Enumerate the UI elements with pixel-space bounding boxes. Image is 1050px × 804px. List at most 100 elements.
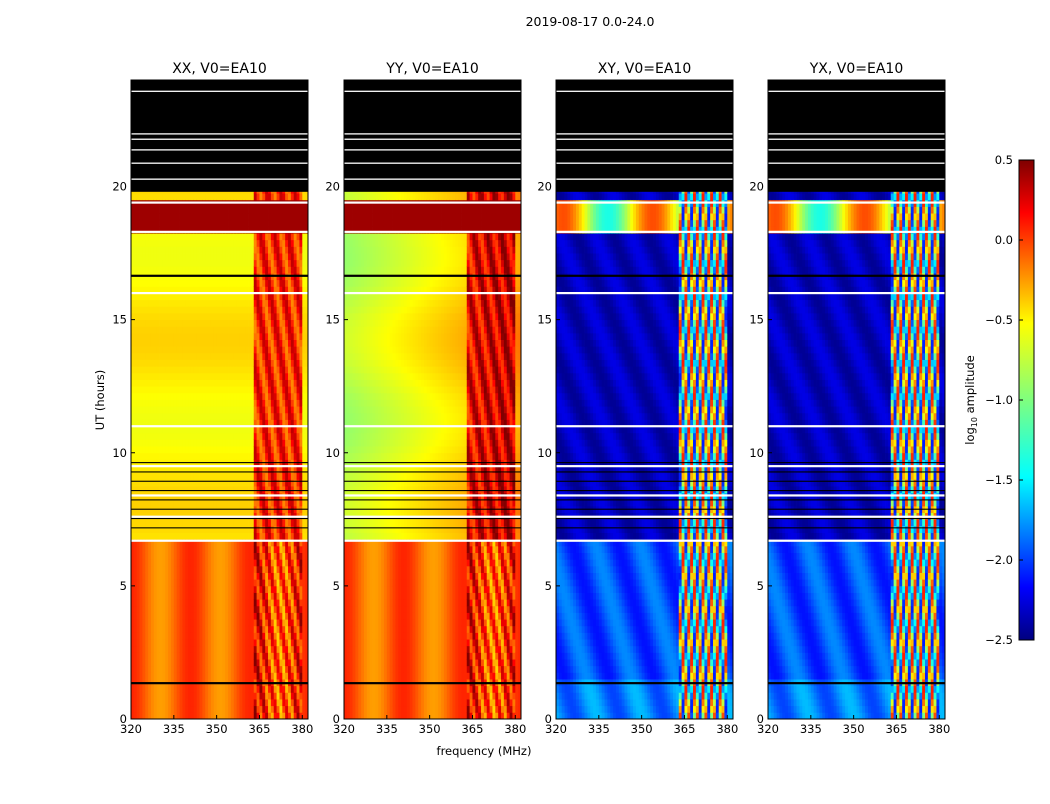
heatmap-cell bbox=[154, 566, 157, 573]
heatmap-cell bbox=[197, 233, 200, 240]
heatmap-cell bbox=[151, 366, 154, 373]
heatmap-cell bbox=[197, 666, 200, 673]
heatmap-cell bbox=[225, 280, 228, 287]
heatmap-cell bbox=[208, 393, 211, 400]
heatmap-cell bbox=[182, 626, 185, 633]
heatmap-cell bbox=[154, 266, 157, 273]
heatmap-cell bbox=[234, 686, 237, 693]
heatmap-cell bbox=[225, 360, 228, 367]
heatmap-cell bbox=[188, 240, 191, 247]
heatmap-cell bbox=[225, 486, 228, 493]
heatmap-cell bbox=[174, 353, 177, 360]
heatmap-cell bbox=[160, 393, 163, 400]
heatmap-cell bbox=[137, 706, 140, 713]
heatmap-cell bbox=[211, 486, 214, 493]
heatmap-cell bbox=[225, 433, 228, 440]
heatmap-cell bbox=[225, 593, 228, 600]
heatmap-cell bbox=[177, 346, 180, 353]
heatmap-cell bbox=[182, 266, 185, 273]
heatmap-cell bbox=[145, 526, 148, 533]
heatmap-cell bbox=[171, 246, 174, 253]
heatmap-cell bbox=[191, 206, 194, 213]
heatmap-cell bbox=[217, 246, 220, 253]
heatmap-cell bbox=[140, 639, 143, 646]
heatmap-cell bbox=[174, 366, 177, 373]
heatmap-cell bbox=[208, 639, 211, 646]
heatmap-cell bbox=[157, 686, 160, 693]
heatmap-cell bbox=[220, 220, 223, 227]
heatmap-cell bbox=[165, 240, 168, 247]
heatmap-cell bbox=[180, 446, 183, 453]
heatmap-cell bbox=[202, 433, 205, 440]
heatmap-cell bbox=[202, 573, 205, 580]
heatmap-cell bbox=[140, 632, 143, 639]
heatmap-cell bbox=[197, 346, 200, 353]
heatmap-cell bbox=[208, 240, 211, 247]
heatmap-cell bbox=[191, 566, 194, 573]
heatmap-cell bbox=[217, 666, 220, 673]
heatmap-cell bbox=[231, 619, 234, 626]
heatmap-cell bbox=[214, 246, 217, 253]
heatmap-cell bbox=[205, 652, 208, 659]
heatmap-cell bbox=[194, 666, 197, 673]
heatmap-cell bbox=[225, 579, 228, 586]
heatmap-cell bbox=[188, 306, 191, 313]
heatmap-cell bbox=[185, 240, 188, 247]
heatmap-cell bbox=[211, 573, 214, 580]
heatmap-cell bbox=[180, 486, 183, 493]
heatmap-cell bbox=[211, 340, 214, 347]
heatmap-cell bbox=[225, 373, 228, 380]
heatmap-cell bbox=[174, 659, 177, 666]
heatmap-cell bbox=[154, 652, 157, 659]
heatmap-cell bbox=[154, 260, 157, 267]
heatmap-cell bbox=[197, 373, 200, 380]
heatmap-cell bbox=[157, 360, 160, 367]
heatmap-cell bbox=[200, 433, 203, 440]
heatmap-cell bbox=[225, 686, 228, 693]
heatmap-cell bbox=[200, 486, 203, 493]
heatmap-cell bbox=[200, 406, 203, 413]
heatmap-cell bbox=[188, 320, 191, 327]
heatmap-cell bbox=[208, 413, 211, 420]
heatmap-cell bbox=[220, 579, 223, 586]
heatmap-cell bbox=[191, 473, 194, 480]
heatmap-cell bbox=[234, 712, 237, 719]
heatmap-cell bbox=[188, 579, 191, 586]
heatmap-cell bbox=[160, 366, 163, 373]
heatmap-cell bbox=[200, 213, 203, 220]
heatmap-cell bbox=[171, 253, 174, 260]
heatmap-cell bbox=[162, 613, 165, 620]
heatmap-cell bbox=[162, 306, 165, 313]
heatmap-cell bbox=[134, 672, 137, 679]
heatmap-cell bbox=[222, 373, 225, 380]
heatmap-cell bbox=[140, 353, 143, 360]
heatmap-cell bbox=[180, 652, 183, 659]
heatmap-cell bbox=[177, 619, 180, 626]
heatmap-cell bbox=[140, 406, 143, 413]
heatmap-cell bbox=[168, 579, 171, 586]
heatmap-cell bbox=[182, 433, 185, 440]
heatmap-cell bbox=[177, 360, 180, 367]
heatmap-cell bbox=[208, 340, 211, 347]
heatmap-cell bbox=[154, 526, 157, 533]
heatmap-cell bbox=[202, 473, 205, 480]
heatmap-cell bbox=[137, 246, 140, 253]
heatmap-cell bbox=[234, 619, 237, 626]
heatmap-cell bbox=[228, 453, 231, 460]
heatmap-cell bbox=[142, 573, 145, 580]
heatmap-cell bbox=[148, 260, 151, 267]
heatmap-cell bbox=[180, 586, 183, 593]
heatmap-cell bbox=[154, 626, 157, 633]
heatmap-cell bbox=[191, 672, 194, 679]
heatmap-cell bbox=[185, 606, 188, 613]
heatmap-cell bbox=[205, 626, 208, 633]
heatmap-cell bbox=[214, 646, 217, 653]
heatmap-cell bbox=[217, 579, 220, 586]
heatmap-cell bbox=[142, 413, 145, 420]
heatmap-cell bbox=[142, 340, 145, 347]
heatmap-cell bbox=[222, 360, 225, 367]
heatmap-cell bbox=[151, 346, 154, 353]
heatmap-cell bbox=[154, 373, 157, 380]
heatmap-cell bbox=[205, 712, 208, 719]
heatmap-cell bbox=[217, 413, 220, 420]
